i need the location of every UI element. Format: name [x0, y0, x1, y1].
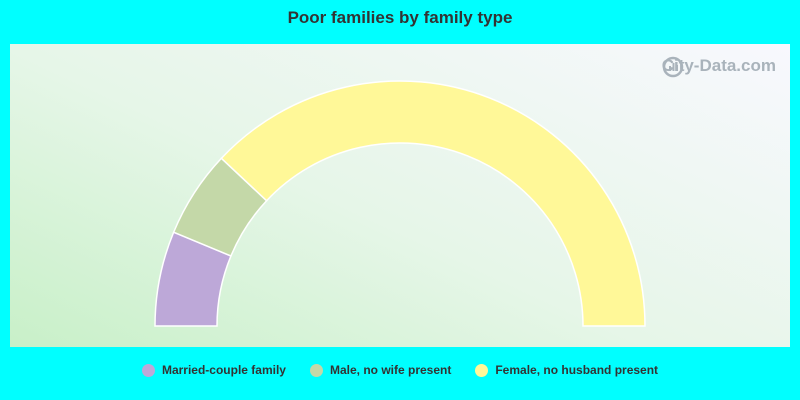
legend-label: Married-couple family	[161, 363, 286, 377]
legend-item[interactable]: Male, no wife present	[309, 363, 452, 377]
chart-title: Poor families by family type	[287, 8, 513, 27]
slice-female-no-husband-present[interactable]	[220, 80, 646, 327]
legend-item[interactable]: Female, no husband present	[475, 363, 658, 377]
legend-label: Female, no husband present	[495, 363, 659, 377]
legend-label: Male, no wife present	[329, 363, 452, 377]
plot-area: City-Data.com	[10, 44, 790, 347]
watermark-text: City-Data.com	[661, 56, 776, 75]
watermark: City-Data.com	[661, 56, 776, 78]
legend-swatch	[475, 363, 489, 377]
semi-donut-chart	[154, 80, 646, 327]
legend-item[interactable]: Married-couple family	[141, 363, 286, 377]
legend: Married-couple family Male, no wife prese…	[0, 363, 800, 377]
legend-swatch	[309, 363, 323, 377]
city-data-logo-icon	[662, 56, 683, 78]
legend-swatch	[141, 363, 155, 377]
